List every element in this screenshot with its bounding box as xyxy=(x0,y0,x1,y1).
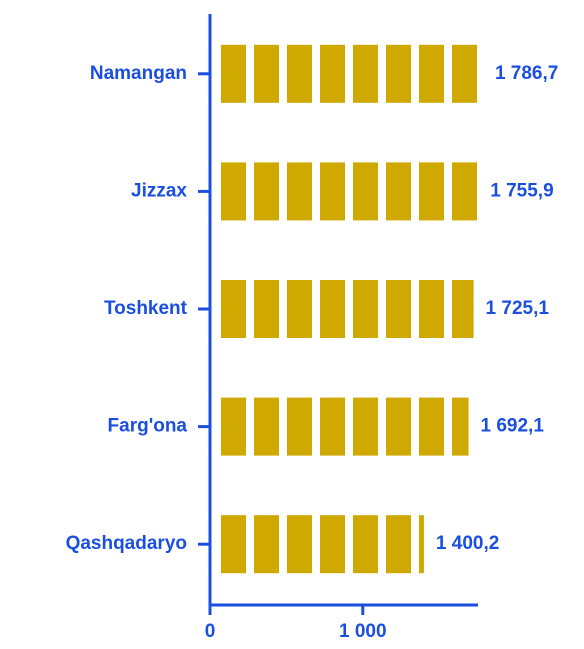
value-label: 1 725,1 xyxy=(486,298,550,319)
bar xyxy=(221,162,479,221)
bar xyxy=(221,515,424,574)
value-label: 1 692,1 xyxy=(481,416,545,437)
value-label: 1 755,9 xyxy=(490,180,553,201)
y-tick-label: Qashqadaryo xyxy=(66,533,187,554)
bar xyxy=(221,44,483,103)
y-tick-label: Toshkent xyxy=(104,298,188,319)
y-tick-label: Namangan xyxy=(90,63,187,84)
value-label: 1 786,7 xyxy=(495,63,558,84)
bar xyxy=(221,397,469,456)
y-tick-label: Farg'ona xyxy=(108,416,188,437)
x-tick-label: 1 000 xyxy=(339,621,387,642)
x-tick-label: 0 xyxy=(205,621,216,642)
y-tick-label: Jizzax xyxy=(131,180,187,201)
value-label: 1 400,2 xyxy=(436,533,499,554)
bar xyxy=(221,280,474,338)
